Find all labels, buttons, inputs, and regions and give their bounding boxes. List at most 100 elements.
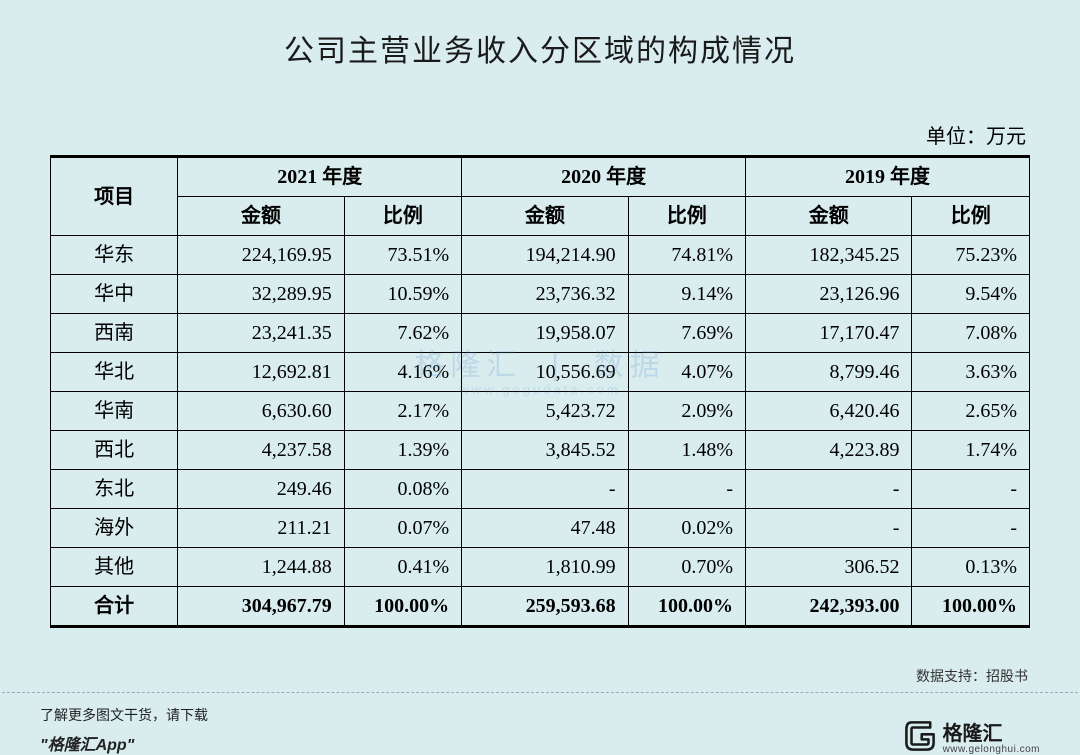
cell-ratio: - — [912, 509, 1030, 548]
cell-amount: 6,630.60 — [178, 392, 344, 431]
cell-amount: 23,241.35 — [178, 314, 344, 353]
cell-ratio: 0.08% — [344, 470, 461, 509]
cell-ratio: 10.59% — [344, 275, 461, 314]
cell-amount: 19,958.07 — [462, 314, 628, 353]
cell-amount: 10,556.69 — [462, 353, 628, 392]
cell-amount: 1,244.88 — [178, 548, 344, 587]
table-row: 其他1,244.880.41%1,810.990.70%306.520.13% — [51, 548, 1030, 587]
cell-amount: 211.21 — [178, 509, 344, 548]
cell-amount: 259,593.68 — [462, 587, 628, 627]
cell-amount: 12,692.81 — [178, 353, 344, 392]
cell-ratio: 3.63% — [912, 353, 1030, 392]
cell-ratio: - — [628, 470, 745, 509]
row-label: 华中 — [51, 275, 178, 314]
cell-amount: - — [462, 470, 628, 509]
cell-amount: 194,214.90 — [462, 236, 628, 275]
col-project: 项目 — [51, 157, 178, 236]
subhead-amount: 金额 — [746, 197, 912, 236]
cell-amount: 224,169.95 — [178, 236, 344, 275]
cell-amount: 306.52 — [746, 548, 912, 587]
table-total-row: 合计304,967.79100.00%259,593.68100.00%242,… — [51, 587, 1030, 627]
footer-left: 了解更多图文干货，请下载 "格隆汇App" — [40, 705, 208, 755]
cell-amount: - — [746, 509, 912, 548]
cell-ratio: - — [912, 470, 1030, 509]
subhead-amount: 金额 — [178, 197, 344, 236]
cell-ratio: 7.69% — [628, 314, 745, 353]
cell-ratio: 7.62% — [344, 314, 461, 353]
footer-line1: 了解更多图文干货，请下载 — [40, 705, 208, 725]
cell-ratio: 1.74% — [912, 431, 1030, 470]
footer-right: 格隆汇 www.gelonghui.com — [903, 717, 1040, 755]
cell-ratio: 74.81% — [628, 236, 745, 275]
row-label: 华南 — [51, 392, 178, 431]
cell-ratio: 73.51% — [344, 236, 461, 275]
cell-amount: 23,736.32 — [462, 275, 628, 314]
cell-ratio: 9.14% — [628, 275, 745, 314]
row-label: 合计 — [51, 587, 178, 627]
cell-ratio: 0.41% — [344, 548, 461, 587]
col-year-2021: 2021 年度 — [178, 157, 462, 197]
brand-name: 格隆汇 — [943, 717, 1040, 746]
table-row: 西南23,241.357.62%19,958.077.69%17,170.477… — [51, 314, 1030, 353]
cell-amount: 304,967.79 — [178, 587, 344, 627]
cell-ratio: 100.00% — [912, 587, 1030, 627]
cell-ratio: 100.00% — [628, 587, 745, 627]
row-label: 东北 — [51, 470, 178, 509]
table-row: 海外211.210.07%47.480.02%-- — [51, 509, 1030, 548]
table-row: 华中32,289.9510.59%23,736.329.14%23,126.96… — [51, 275, 1030, 314]
table-row: 华北12,692.814.16%10,556.694.07%8,799.463.… — [51, 353, 1030, 392]
revenue-by-region-table: 项目 2021 年度 2020 年度 2019 年度 金额 比例 金额 比例 金… — [50, 155, 1030, 628]
cell-ratio: 4.16% — [344, 353, 461, 392]
cell-amount: 3,845.52 — [462, 431, 628, 470]
table-row: 西北4,237.581.39%3,845.521.48%4,223.891.74… — [51, 431, 1030, 470]
brand-url: www.gelonghui.com — [943, 744, 1040, 755]
row-label: 西南 — [51, 314, 178, 353]
cell-amount: 23,126.96 — [746, 275, 912, 314]
cell-amount: 17,170.47 — [746, 314, 912, 353]
cell-ratio: 100.00% — [344, 587, 461, 627]
cell-ratio: 0.07% — [344, 509, 461, 548]
table-body: 华东224,169.9573.51%194,214.9074.81%182,34… — [51, 236, 1030, 627]
cell-amount: 182,345.25 — [746, 236, 912, 275]
footer-app-name: "格隆汇App" — [40, 731, 208, 755]
footer: 了解更多图文干货，请下载 "格隆汇App" 格隆汇 www.gelonghui.… — [0, 693, 1080, 755]
cell-ratio: 2.65% — [912, 392, 1030, 431]
cell-ratio: 4.07% — [628, 353, 745, 392]
cell-amount: - — [746, 470, 912, 509]
cell-ratio: 2.09% — [628, 392, 745, 431]
data-source-label: 数据支持：招股书 — [0, 666, 1080, 686]
page-title: 公司主营业务收入分区域的构成情况 — [0, 0, 1080, 80]
row-label: 海外 — [51, 509, 178, 548]
subhead-amount: 金额 — [462, 197, 628, 236]
cell-amount: 8,799.46 — [746, 353, 912, 392]
cell-amount: 1,810.99 — [462, 548, 628, 587]
table-header: 项目 2021 年度 2020 年度 2019 年度 金额 比例 金额 比例 金… — [51, 157, 1030, 236]
cell-amount: 242,393.00 — [746, 587, 912, 627]
cell-amount: 47.48 — [462, 509, 628, 548]
cell-amount: 32,289.95 — [178, 275, 344, 314]
col-year-2019: 2019 年度 — [746, 157, 1030, 197]
gelonghui-logo-icon — [903, 719, 937, 753]
cell-ratio: 9.54% — [912, 275, 1030, 314]
table-row: 东北249.460.08%---- — [51, 470, 1030, 509]
cell-ratio: 1.48% — [628, 431, 745, 470]
subhead-ratio: 比例 — [344, 197, 461, 236]
col-year-2020: 2020 年度 — [462, 157, 746, 197]
cell-ratio: 0.70% — [628, 548, 745, 587]
cell-ratio: 2.17% — [344, 392, 461, 431]
row-label: 西北 — [51, 431, 178, 470]
row-label: 其他 — [51, 548, 178, 587]
cell-ratio: 0.13% — [912, 548, 1030, 587]
subhead-ratio: 比例 — [912, 197, 1030, 236]
row-label: 华北 — [51, 353, 178, 392]
cell-ratio: 1.39% — [344, 431, 461, 470]
unit-label: 单位：万元 — [0, 120, 1080, 149]
cell-amount: 6,420.46 — [746, 392, 912, 431]
subhead-ratio: 比例 — [628, 197, 745, 236]
row-label: 华东 — [51, 236, 178, 275]
cell-amount: 4,237.58 — [178, 431, 344, 470]
cell-amount: 5,423.72 — [462, 392, 628, 431]
table-row: 华南6,630.602.17%5,423.722.09%6,420.462.65… — [51, 392, 1030, 431]
table-row: 华东224,169.9573.51%194,214.9074.81%182,34… — [51, 236, 1030, 275]
cell-amount: 249.46 — [178, 470, 344, 509]
